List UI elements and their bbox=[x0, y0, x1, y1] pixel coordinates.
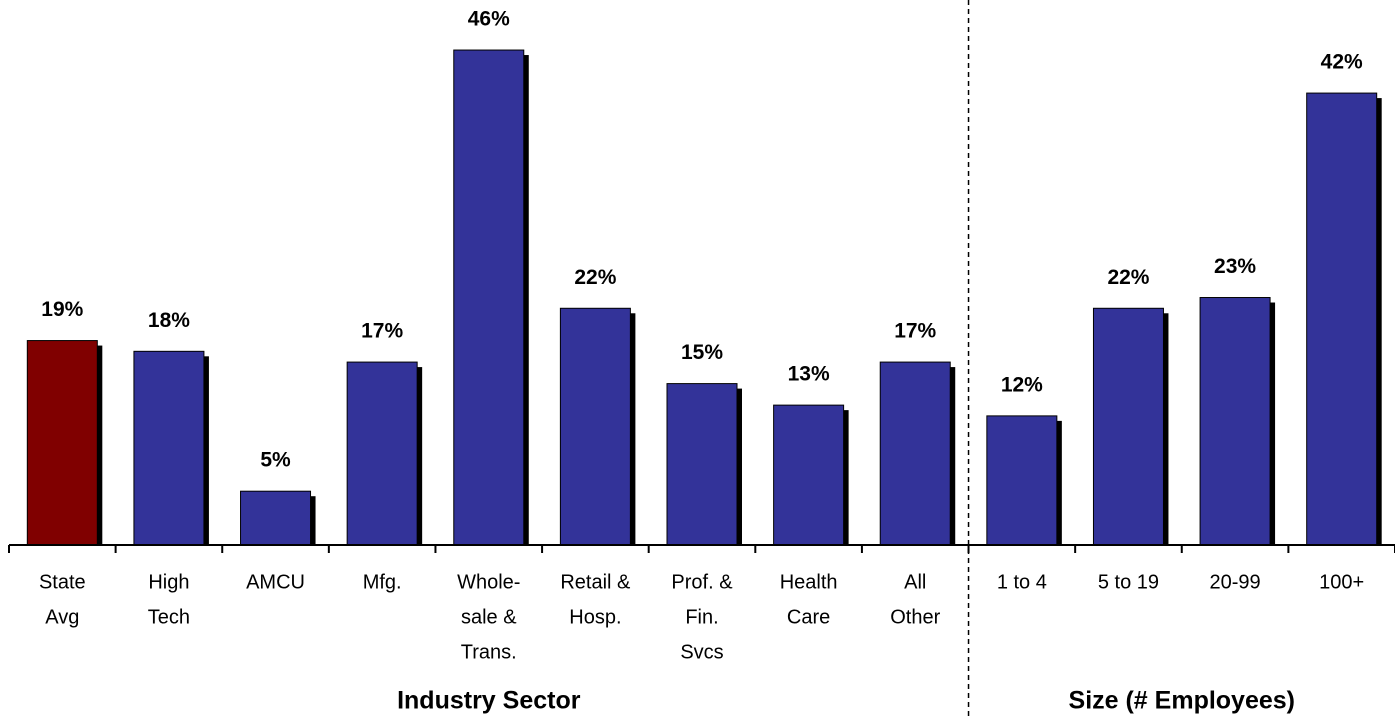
value-label: 42% bbox=[1321, 51, 1363, 74]
bar bbox=[986, 415, 1058, 546]
value-label: 17% bbox=[894, 320, 936, 343]
bar bbox=[1199, 297, 1271, 546]
x-tick-label: Tech bbox=[148, 606, 190, 628]
x-tick-label: All bbox=[904, 571, 926, 593]
group-label: Size (# Employees) bbox=[1069, 687, 1295, 715]
bar bbox=[346, 361, 418, 546]
x-tick-label: Whole- bbox=[457, 571, 520, 593]
bar bbox=[879, 361, 951, 546]
value-label: 12% bbox=[1001, 373, 1043, 396]
x-tick-label: 20-99 bbox=[1209, 571, 1260, 593]
x-tick-label: Fin. bbox=[685, 606, 718, 628]
x-tick-label: Trans. bbox=[461, 641, 517, 663]
bar bbox=[133, 350, 205, 546]
x-tick-label: Prof. & bbox=[671, 571, 733, 593]
x-tick-label: Hosp. bbox=[569, 606, 621, 628]
x-tick-label: sale & bbox=[461, 606, 517, 628]
bar bbox=[1092, 307, 1164, 546]
x-tick-label: State bbox=[39, 571, 86, 593]
x-tick-label: Care bbox=[787, 606, 830, 628]
x-tick-label: Other bbox=[890, 606, 940, 628]
value-label: 22% bbox=[574, 266, 616, 289]
x-tick-label: Retail & bbox=[560, 571, 631, 593]
value-label: 13% bbox=[788, 363, 830, 386]
bar bbox=[453, 49, 525, 546]
bar bbox=[666, 383, 738, 546]
x-tick-label: Svcs bbox=[680, 641, 723, 663]
value-label: 22% bbox=[1107, 266, 1149, 289]
x-tick-label: Mfg. bbox=[363, 571, 402, 593]
x-tick-label: Avg bbox=[45, 606, 79, 628]
value-label: 46% bbox=[468, 8, 510, 31]
bar bbox=[26, 340, 98, 546]
x-tick-label: Health bbox=[780, 571, 838, 593]
value-label: 5% bbox=[260, 449, 291, 472]
bar bbox=[1306, 92, 1378, 546]
x-tick-label: AMCU bbox=[246, 571, 305, 593]
value-label: 15% bbox=[681, 341, 723, 364]
value-label: 18% bbox=[148, 309, 190, 332]
value-label: 17% bbox=[361, 320, 403, 343]
x-tick-label: High bbox=[148, 571, 189, 593]
x-tick-label: 5 to 19 bbox=[1098, 571, 1159, 593]
bar bbox=[559, 307, 631, 546]
value-label: 23% bbox=[1214, 255, 1256, 278]
value-label: 19% bbox=[41, 298, 83, 321]
x-tick-label: 100+ bbox=[1319, 571, 1364, 593]
bar bbox=[773, 404, 845, 546]
group-label: Industry Sector bbox=[397, 687, 581, 715]
bar bbox=[240, 490, 312, 546]
x-tick-label: 1 to 4 bbox=[997, 571, 1047, 593]
